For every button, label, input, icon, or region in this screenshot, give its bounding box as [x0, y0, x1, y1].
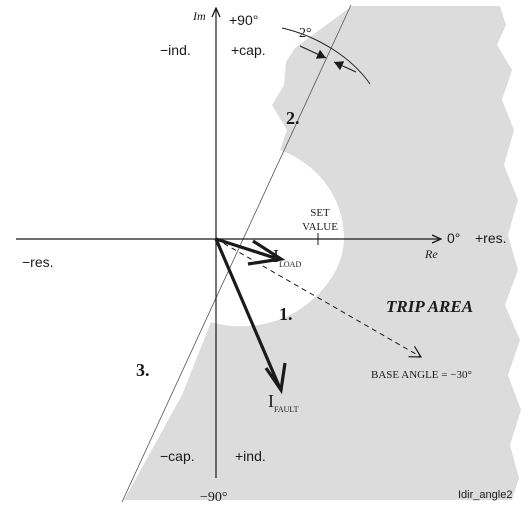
angle-margin-label: 2° [299, 26, 312, 41]
quadrant-upper-right-label: +cap. [231, 42, 266, 58]
re-axis-label: Re [424, 247, 438, 261]
set-value-label-line1: SET [310, 207, 330, 219]
plus-90-label: +90° [229, 12, 258, 28]
trip-area-region [124, 6, 521, 500]
fault-current-sub: FAULT [274, 405, 299, 414]
quadrant-upper-left-label: −ind. [160, 42, 191, 58]
quadrant-lower-right-label: +ind. [235, 448, 266, 464]
zero-degree-label: 0° [447, 230, 460, 246]
base-angle-label: BASE ANGLE = −30° [371, 369, 472, 381]
quadrant-lower-left-label: −cap. [160, 448, 195, 464]
minus-res-label: −res. [22, 254, 54, 270]
marker-3: 3. [136, 360, 150, 380]
plus-res-label: +res. [475, 230, 507, 246]
minus-90-label: −90° [200, 490, 228, 505]
set-value-label-line2: VALUE [302, 221, 338, 233]
figure-id-label: Idir_angle2 [458, 489, 512, 501]
marker-2: 2. [286, 108, 300, 128]
load-current-sub: LOAD [279, 260, 301, 269]
load-current-label: ILOAD [273, 246, 301, 269]
im-axis-label: Im [192, 9, 206, 23]
trip-area-label: TRIP AREA [386, 297, 473, 316]
marker-1: 1. [279, 304, 293, 324]
